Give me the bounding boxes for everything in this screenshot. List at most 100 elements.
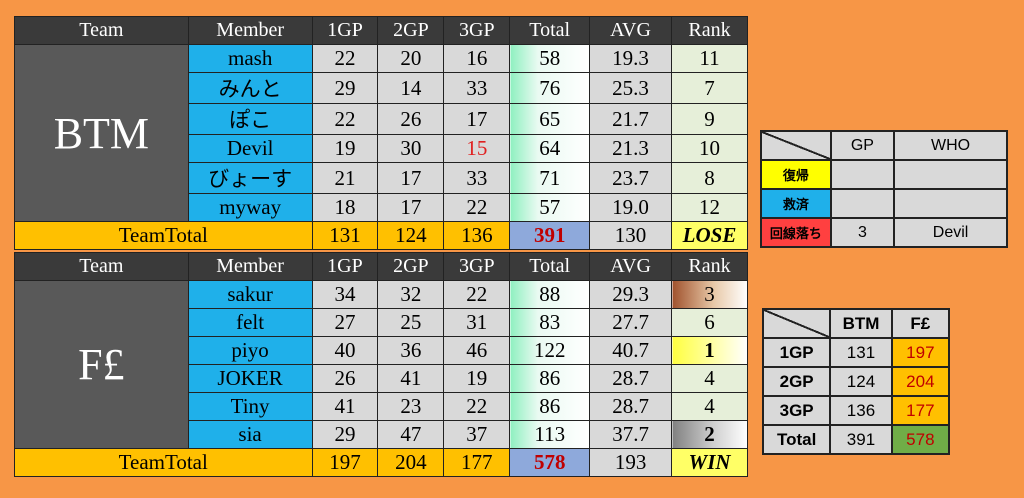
fl-score: 204 xyxy=(890,366,951,397)
rank: 4 xyxy=(671,392,748,421)
avg-score: 21.7 xyxy=(589,103,672,135)
gp3-score: 46 xyxy=(443,336,511,365)
header-avg: AVG xyxy=(589,252,673,281)
team-total-row: TeamTotal 131 124 136 391 130 LOSE xyxy=(14,221,749,250)
avg-score: 25.3 xyxy=(589,72,672,104)
table-row: Total 391 578 xyxy=(761,424,951,455)
avg-score: 37.7 xyxy=(589,420,673,449)
team-total-gp1: 197 xyxy=(311,448,379,477)
match-result: LOSE xyxy=(670,221,749,250)
table-row: 2GP 124 204 xyxy=(761,366,951,397)
total-score: 86 xyxy=(509,392,591,421)
table-row: BTM mash 22 20 16 58 19.3 11 xyxy=(14,44,749,222)
team-total-label: TeamTotal xyxy=(14,448,313,477)
avg-score: 29.3 xyxy=(589,280,673,309)
total-score: 122 xyxy=(509,336,591,365)
member-name: びょーす xyxy=(187,162,313,194)
row-label: 2GP xyxy=(761,366,832,397)
table-row: Tiny 41 23 22 86 28.7 4 xyxy=(15,392,748,421)
gp3-score: 22 xyxy=(443,193,511,222)
row-label-rescue: 救済 xyxy=(760,188,832,219)
gp1-score: 21 xyxy=(311,162,379,194)
who-cell xyxy=(893,188,1008,219)
avg-score: 40.7 xyxy=(589,336,673,365)
header-3gp: 3GP xyxy=(443,16,511,45)
corner-cell xyxy=(760,130,832,161)
table-row: 救済 xyxy=(760,188,1008,219)
table-row: びょーす 21 17 33 71 23.7 8 xyxy=(15,162,749,194)
header-rank: Rank xyxy=(670,16,749,45)
gp1-score: 22 xyxy=(311,44,379,73)
header-total: Total xyxy=(509,16,591,45)
avg-score: 21.3 xyxy=(589,134,672,163)
team-grand-total: 391 xyxy=(509,221,591,250)
member-name: felt xyxy=(187,308,313,337)
score-comparison-table: BTM F£ 1GP 131 197 2GP 124 204 3GP 136 1… xyxy=(761,308,951,455)
team-total-row: TeamTotal 197 204 177 578 193 WIN xyxy=(14,448,748,477)
total-score: 58 xyxy=(509,44,591,73)
member-name: sia xyxy=(187,420,313,449)
gp1-score: 19 xyxy=(311,134,379,163)
gp-cell xyxy=(829,188,896,219)
gp3-score: 16 xyxy=(443,44,511,73)
member-name: mash xyxy=(187,44,313,73)
rank: 7 xyxy=(670,72,749,104)
rank: 11 xyxy=(670,44,749,73)
gp1-score: 40 xyxy=(311,336,379,365)
member-name: Devil xyxy=(187,134,313,163)
total-score: 57 xyxy=(509,193,591,222)
gp3-score: 15 xyxy=(443,134,511,163)
gp1-score: 41 xyxy=(311,392,379,421)
header-avg: AVG xyxy=(589,16,672,45)
gp2-score: 32 xyxy=(377,280,445,309)
header-2gp: 2GP xyxy=(377,252,445,281)
table-row: Devil 19 30 15 64 21.3 10 xyxy=(15,134,749,163)
gp1-score: 18 xyxy=(311,193,379,222)
total-score: 88 xyxy=(509,280,591,309)
header-2gp: 2GP xyxy=(377,16,445,45)
header-team: Team xyxy=(14,252,189,281)
gp3-score: 19 xyxy=(443,364,511,393)
total-score: 71 xyxy=(509,162,591,194)
header-team: Team xyxy=(14,16,189,45)
header-gp: GP xyxy=(829,130,896,161)
header-member: Member xyxy=(187,252,313,281)
fl-score: 578 xyxy=(890,424,951,455)
btm-score: 131 xyxy=(829,337,893,368)
btm-score: 391 xyxy=(829,424,893,455)
penalty-table: GP WHO 復帰 救済 回線落ち 3 Devil xyxy=(760,130,1008,248)
table-row: F£ sakur 34 32 22 88 29.3 3 xyxy=(14,280,748,449)
rank: 6 xyxy=(671,308,748,337)
gp2-score: 25 xyxy=(377,308,445,337)
table-header: GP WHO xyxy=(760,130,1008,161)
gp1-score: 34 xyxy=(311,280,379,309)
team-total-avg: 130 xyxy=(589,221,672,250)
avg-score: 19.0 xyxy=(589,193,672,222)
gp2-score: 17 xyxy=(377,193,445,222)
gp2-score: 14 xyxy=(377,72,445,104)
row-label-return: 復帰 xyxy=(760,159,832,190)
gp3-score: 31 xyxy=(443,308,511,337)
row-label: Total xyxy=(761,424,832,455)
header-total: Total xyxy=(509,252,591,281)
team-total-gp3: 177 xyxy=(443,448,511,477)
who-cell: Devil xyxy=(893,217,1008,248)
table-row: myway 18 17 22 57 19.0 12 xyxy=(15,193,749,222)
rank: 8 xyxy=(670,162,749,194)
corner-cell xyxy=(761,308,832,339)
header-rank: Rank xyxy=(671,252,748,281)
team-name: BTM xyxy=(14,44,189,222)
header-1gp: 1GP xyxy=(311,252,379,281)
total-score: 86 xyxy=(509,364,591,393)
match-result: WIN xyxy=(671,448,748,477)
header-fl: F£ xyxy=(890,308,951,339)
table-row: 復帰 xyxy=(760,159,1008,190)
gp2-score: 17 xyxy=(377,162,445,194)
member-name: ぽこ xyxy=(187,103,313,135)
gp1-score: 29 xyxy=(311,72,379,104)
header-member: Member xyxy=(187,16,313,45)
avg-score: 28.7 xyxy=(589,364,673,393)
gp3-score: 22 xyxy=(443,392,511,421)
gp1-score: 26 xyxy=(311,364,379,393)
gp2-score: 41 xyxy=(377,364,445,393)
